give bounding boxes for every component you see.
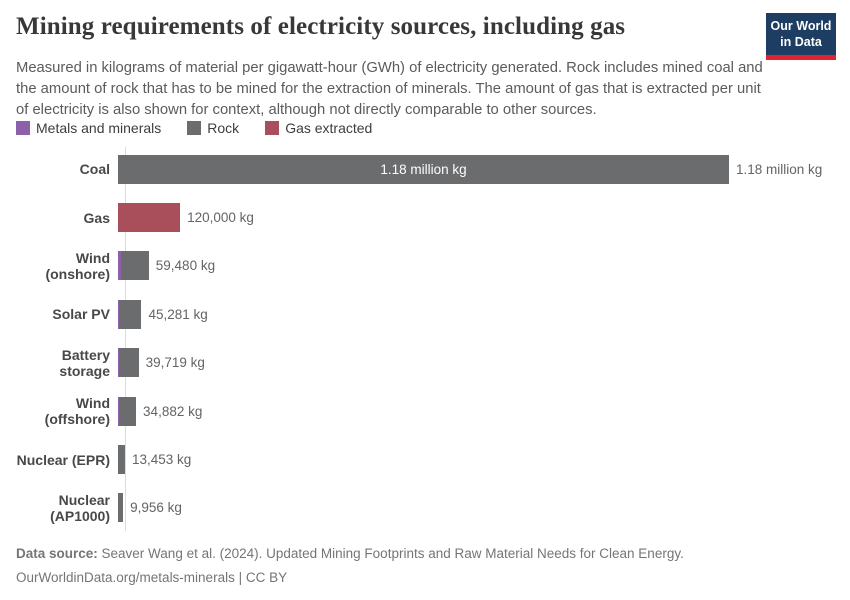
bar-value-label: 120,000 kg [187,210,254,226]
category-label: Wind (offshore) [44,395,110,428]
category-label: Gas [83,209,110,226]
bar-row: Wind (offshore) 34,882 kg [16,387,836,435]
bar-value-label: 34,882 kg [143,403,203,419]
data-source-text: Seaver Wang et al. (2024). Updated Minin… [97,546,684,561]
chart-title: Mining requirements of electricity sourc… [16,13,626,40]
footer-citation: OurWorldinData.org/metals-minerals | CC … [16,570,288,586]
category-label: Coal [79,161,110,178]
footer: Data source: Seaver Wang et al. (2024). … [16,546,684,586]
bar-segment-main [118,445,125,475]
data-source-line: Data source: Seaver Wang et al. (2024). … [16,546,684,562]
bar-value-label: 9,956 kg [130,500,182,516]
bar-value-label: 45,281 kg [148,306,208,322]
bar-value-label: 59,480 kg [155,258,216,274]
bar-segment-main [118,154,729,184]
owid-logo[interactable]: Our World in Data [766,13,836,61]
bar[interactable] [118,203,181,233]
bar-chart: Coal 1.18 million kg 1.18 million kg Gas… [16,145,836,537]
bar-segment-main [118,203,181,233]
owid-logo-line1: Our World [770,19,832,33]
bar-row: Nuclear (EPR) 13,453 kg [16,435,836,483]
legend: Metals and minerals Rock Gas extracted [16,120,372,136]
bar-segment-metals [118,299,120,329]
bar[interactable] [118,445,125,475]
owid-logo-line2: in Data [780,34,822,49]
legend-swatch-icon [265,121,280,135]
bar-segment-main [119,299,142,329]
bar[interactable] [118,251,149,281]
category-label: Nuclear (AP1000) [50,491,110,524]
bar-segment-main [118,493,124,523]
bar-segment-main [120,251,149,281]
bar-segment-metals [118,251,121,281]
bar-value-label: 1.18 million kg [736,161,823,177]
legend-item[interactable]: Metals and minerals [16,120,161,136]
category-label: Solar PV [52,306,110,323]
legend-item-label: Rock [207,120,240,136]
bar-row: Battery storage 39,719 kg [16,339,836,387]
bar-row: Coal 1.18 million kg 1.18 million kg [16,145,836,193]
bar[interactable] [118,299,142,329]
bar-rows: Coal 1.18 million kg 1.18 million kg Gas… [16,145,836,532]
legend-item[interactable]: Gas extracted [265,120,372,136]
bar-row: Wind (onshore) 59,480 kg [16,242,836,290]
bar-segment-metals [118,348,119,378]
legend-swatch-icon [16,121,30,135]
bar-segment-main [119,396,137,426]
legend-item-label: Metals and minerals [36,120,162,136]
bar-segment-metals [118,396,120,426]
category-label: Battery storage [59,346,110,379]
data-source-label: Data source: [16,546,98,561]
bar[interactable] [118,493,124,523]
bar[interactable]: 1.18 million kg [118,154,729,184]
bar-segment-main [119,348,139,378]
chart-subtitle: Measured in kilograms of material per gi… [16,60,763,118]
legend-swatch-icon [187,121,202,135]
bar-row: Gas 120,000 kg [16,193,836,241]
legend-item[interactable]: Rock [187,120,239,136]
bar-row: Solar PV 45,281 kg [16,290,836,338]
legend-item-label: Gas extracted [285,120,373,136]
bar-value-label: 13,453 kg [131,452,192,468]
bar[interactable] [118,396,137,426]
bar[interactable] [118,348,139,378]
bar-row: Nuclear (AP1000) 9,956 kg [16,484,836,532]
bar-value-label: 39,719 kg [145,355,205,371]
category-label: Wind (onshore) [45,249,110,282]
y-axis-line [125,147,126,531]
category-label: Nuclear (EPR) [16,451,110,468]
